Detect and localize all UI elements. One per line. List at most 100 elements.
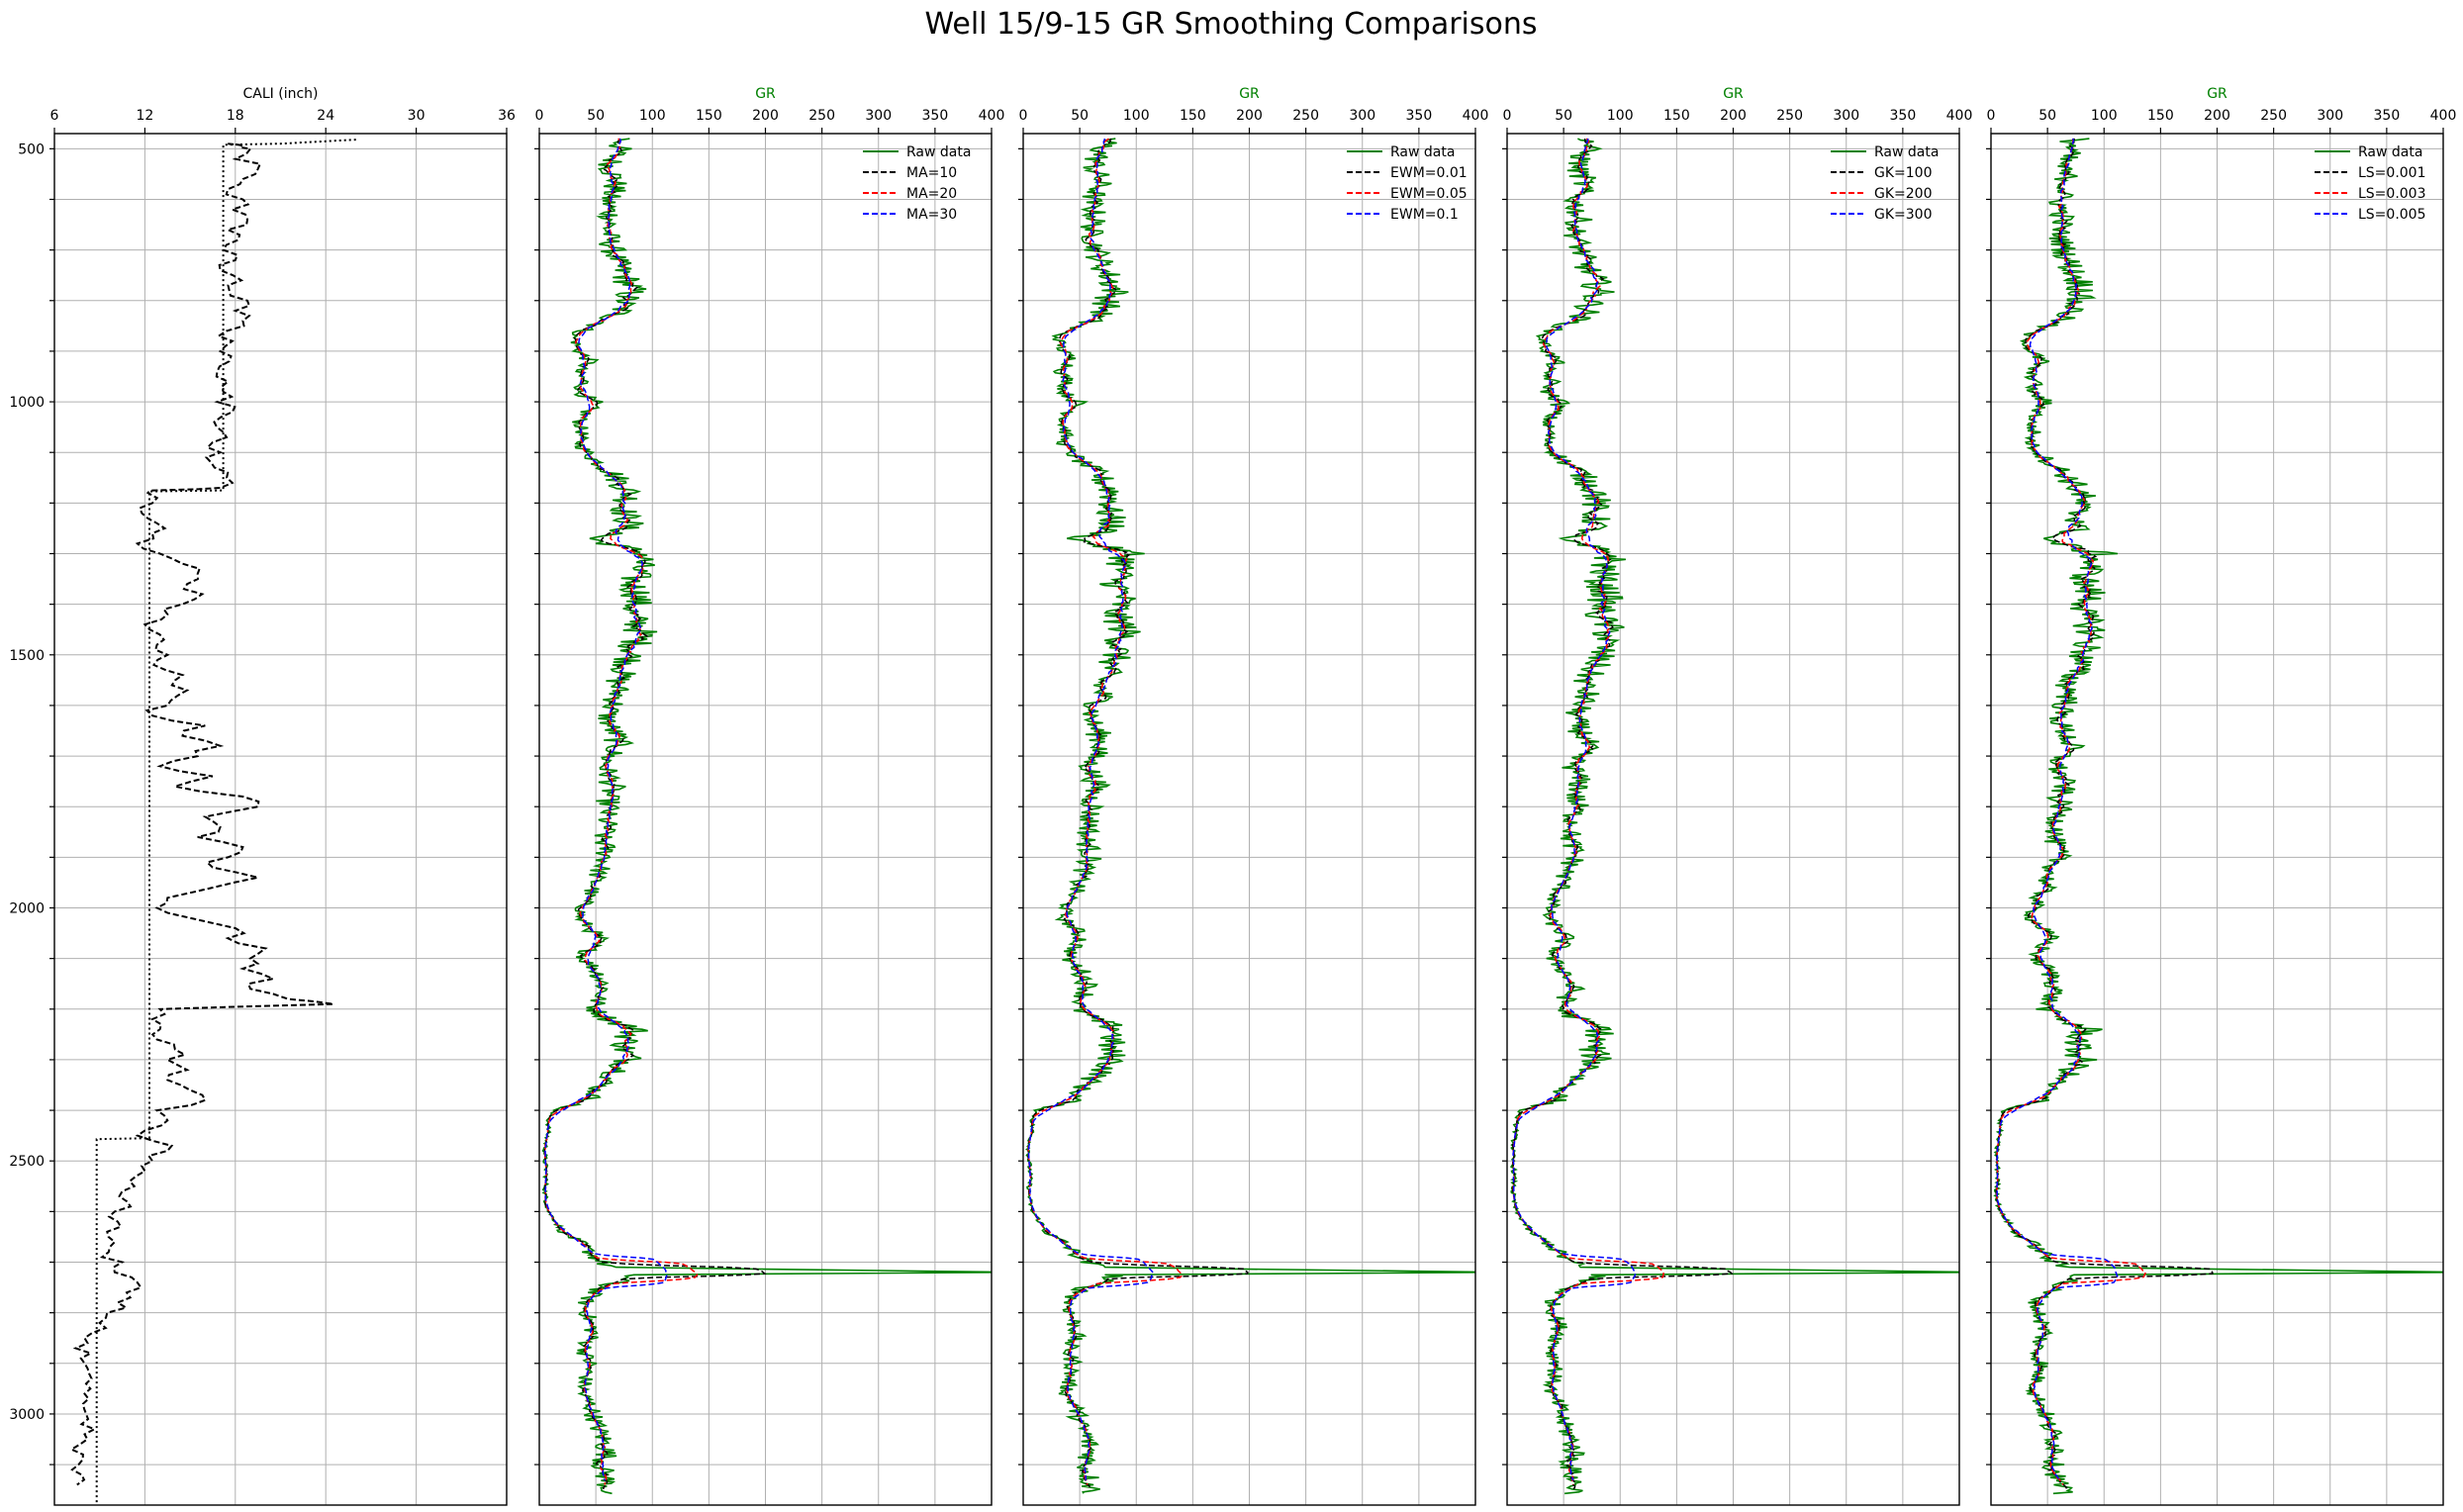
x-tick-label: 100 [1123, 108, 1150, 124]
panel-caliper: 6 12 18 24 30 36 500 1000 1500 2000 2500 3000 CALI (… [9, 86, 516, 1506]
x-tick-label: 36 [498, 108, 516, 124]
legend-entry: GK=100 [1874, 165, 1932, 181]
x-tick-label: 350 [922, 108, 949, 124]
x-tick-label: 350 [1406, 108, 1433, 124]
legend-entry: GK=200 [1874, 186, 1932, 202]
y-tick-label: 2000 [9, 901, 45, 917]
x-tick-label: 400 [1946, 108, 1973, 124]
x-tick-label: 150 [1180, 108, 1206, 124]
x-tick-label: 200 [1720, 108, 1747, 124]
panel-moving-average: 0 50 100 150 200 250 300 350 400 GR Raw data MA=10 M… [534, 86, 1005, 1506]
legend-entry: EWM=0.01 [1390, 165, 1468, 181]
x-tick-label: 12 [136, 108, 153, 124]
x-tick-label: 250 [2260, 108, 2287, 124]
x-tick-label: 0 [1503, 108, 1512, 124]
axes-frame [1022, 133, 1476, 1506]
x-tick-label: 250 [1776, 108, 1803, 124]
legend: Raw data LS=0.001 LS=0.003 LS=0.005 [2315, 144, 2426, 223]
x-tick-label: 50 [1555, 108, 1572, 124]
smoothed-line-3 [1996, 138, 2119, 1481]
legend: Raw data GK=100 GK=200 GK=300 [1831, 144, 1939, 223]
x-tick-label: 400 [2430, 108, 2457, 124]
x-tick-label: 24 [317, 108, 334, 124]
x-tick-label: 6 [50, 108, 59, 124]
y-tick-label: 1000 [9, 395, 45, 411]
legend-entry: LS=0.003 [2358, 186, 2426, 202]
smoothed-line-2 [1512, 138, 1664, 1485]
smoothed-line-2 [1027, 138, 1183, 1485]
x-tick-label: 200 [2204, 108, 2230, 124]
smoothed-line-2 [543, 138, 699, 1485]
axes-frame [1506, 133, 1960, 1506]
series-group [1993, 138, 2443, 1495]
figure-title: Well 15/9-15 GR Smoothing Comparisons [924, 7, 1537, 42]
series-group [541, 138, 992, 1495]
y-tick-label: 3000 [9, 1407, 45, 1423]
axes-frame [53, 133, 508, 1506]
raw-data-line [1025, 138, 1475, 1494]
legend-entry: Raw data [1874, 144, 1939, 160]
x-tick-label: 50 [2038, 108, 2056, 124]
raw-data-line [1993, 138, 2443, 1495]
smoothed-line-2 [1995, 138, 2146, 1485]
x-axis-label: GR [1723, 86, 1744, 102]
x-axis-label: GR [2207, 86, 2227, 102]
x-tick-label: 300 [1349, 108, 1375, 124]
x-tick-label: 18 [227, 108, 244, 124]
series-group [1509, 138, 1959, 1495]
axes-frame [1990, 133, 2444, 1506]
caliper-series-1 [95, 139, 356, 1505]
x-tick-label: 150 [696, 108, 722, 124]
x-tick-label: 250 [1292, 108, 1319, 124]
x-tick-label: 300 [865, 108, 892, 124]
panel-gaussian-kernel: 0 50 100 150 200 250 300 350 400 GR Raw data GK=100… [1502, 86, 1973, 1506]
legend-entry: Raw data [1390, 144, 1455, 160]
x-tick-label: 30 [408, 108, 426, 124]
x-tick-label: 50 [1071, 108, 1089, 124]
x-tick-label: 400 [979, 108, 1005, 124]
x-tick-label: 100 [639, 108, 666, 124]
x-tick-label: 300 [2317, 108, 2343, 124]
legend: Raw data MA=10 MA=20 MA=30 [863, 144, 971, 223]
x-tick-label: 50 [587, 108, 605, 124]
legend-entry: Raw data [2358, 144, 2422, 160]
legend-entry: LS=0.001 [2358, 165, 2426, 181]
x-axis-label: GR [1239, 86, 1260, 102]
x-tick-label: 300 [1833, 108, 1859, 124]
smoothed-line-3 [1512, 138, 1637, 1481]
legend-entry: EWM=0.1 [1390, 207, 1459, 223]
x-tick-label: 150 [1663, 108, 1690, 124]
panel-exponential-weighted: 0 50 100 150 200 250 300 350 400 GR Raw data EWM=0.… [1018, 86, 1489, 1506]
y-tick-label: 500 [18, 142, 45, 157]
legend-entry: MA=20 [906, 186, 957, 202]
legend-entry: EWM=0.05 [1390, 186, 1468, 202]
legend-entry: MA=30 [906, 207, 957, 223]
x-tick-label: 350 [2374, 108, 2401, 124]
raw-data-line [1509, 138, 1959, 1495]
x-axis-label: CALI (inch) [243, 86, 319, 102]
raw-data-line [541, 138, 992, 1495]
smoothed-line-1 [1995, 138, 2214, 1490]
x-tick-label: 400 [1463, 108, 1489, 124]
smoothed-line-3 [544, 138, 668, 1481]
x-tick-label: 250 [808, 108, 835, 124]
x-tick-label: 150 [2147, 108, 2174, 124]
legend-entry: GK=300 [1874, 207, 1932, 223]
panel-lowess: 0 50 100 150 200 250 300 350 400 GR Raw data LS=0.0… [1986, 86, 2457, 1506]
x-axis-label: GR [755, 86, 776, 102]
legend-entry: Raw data [906, 144, 971, 160]
legend-entry: LS=0.005 [2358, 207, 2426, 223]
series-group [1025, 138, 1475, 1494]
x-tick-label: 100 [1607, 108, 1634, 124]
series-group [69, 139, 356, 1505]
legend-entry: MA=10 [906, 165, 957, 181]
smoothed-line-1 [543, 138, 767, 1489]
x-tick-label: 0 [1987, 108, 1996, 124]
x-tick-label: 350 [1890, 108, 1917, 124]
x-tick-label: 100 [2091, 108, 2118, 124]
x-tick-label: 0 [1019, 108, 1028, 124]
y-tick-label: 2500 [9, 1154, 45, 1170]
x-tick-label: 0 [535, 108, 544, 124]
